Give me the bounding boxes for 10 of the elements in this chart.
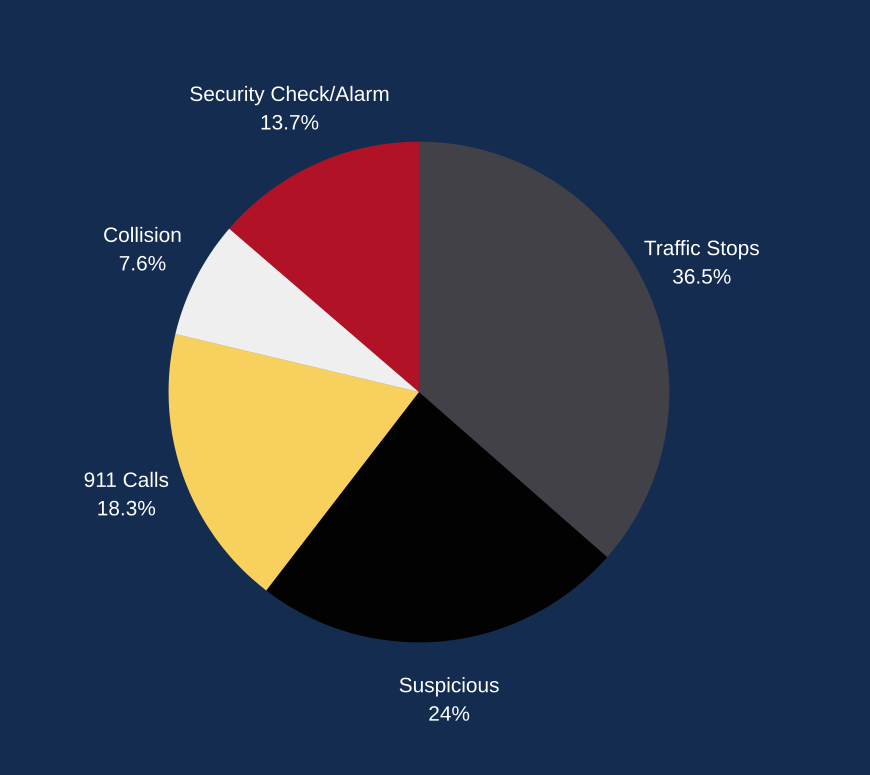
slice-label: Traffic Stops: [644, 240, 759, 260]
slice-label: Collision: [104, 226, 180, 242]
data-label: 7.6%: [120, 256, 166, 271]
slice-label: Security Check/Alarm: [190, 86, 388, 106]
data-label: 13.7%: [262, 114, 318, 130]
data-label: 24%: [429, 706, 470, 721]
data-label: 18.3%: [98, 500, 156, 516]
slice-label: 911 Calls: [84, 472, 168, 488]
data-label: 36.5%: [673, 269, 731, 284]
slice-label: Suspicious: [400, 677, 499, 697]
